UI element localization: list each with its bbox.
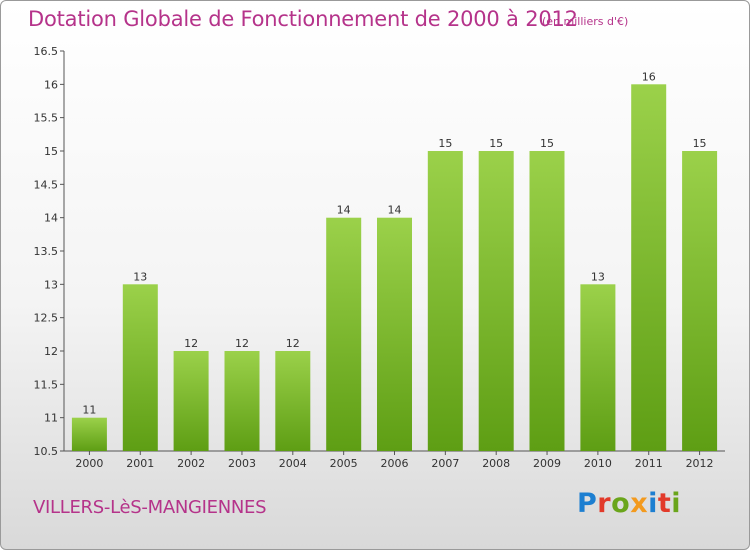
x-tick-label: 2009 (533, 457, 561, 470)
x-tick-label: 2003 (228, 457, 256, 470)
x-tick-label: 2012 (686, 457, 714, 470)
x-tick-label: 2004 (279, 457, 307, 470)
bar-2008 (478, 151, 514, 451)
y-tick-label: 16.5 (34, 45, 59, 58)
data-label: 14 (388, 204, 402, 217)
y-tick-label: 14.5 (34, 178, 59, 191)
x-tick-label: 2001 (126, 457, 154, 470)
y-tick-label: 13.5 (34, 245, 59, 258)
data-label: 16 (642, 70, 656, 83)
x-tick-label: 2008 (482, 457, 510, 470)
data-label: 13 (133, 270, 147, 283)
axis-layer: 10.5 11 11.5 12 12.5 13 13.5 14 14.5 15 15.5 16 16.5 (34, 45, 725, 458)
x-tick-label: 2010 (584, 457, 612, 470)
x-tick-label: 2006 (381, 457, 409, 470)
data-label: 15 (489, 137, 503, 150)
bar-2002 (173, 351, 209, 451)
y-tick-label: 15 (44, 145, 58, 158)
data-label: 12 (235, 337, 249, 350)
bar-2004 (275, 351, 311, 451)
data-label: 14 (337, 204, 351, 217)
label-layer: 2000 11 2001 13 2002 12 2003 12 2004 12 2005 14 2006… (75, 70, 713, 470)
chart-title: Dotation Globale de Fonctionnement de 20… (28, 7, 578, 31)
bar-2011 (631, 84, 667, 452)
bar-2001 (122, 284, 158, 451)
x-tick-label: 2005 (330, 457, 358, 470)
bar-2012 (682, 151, 718, 451)
x-tick-label: 2011 (635, 457, 663, 470)
data-label: 13 (591, 270, 605, 283)
bar-2009 (529, 151, 565, 451)
bar-2000 (71, 417, 107, 451)
y-tick-label: 13 (44, 278, 58, 291)
y-tick-label: 16 (44, 78, 58, 91)
y-tick-label: 12.5 (34, 312, 59, 325)
bar-2006 (377, 217, 412, 451)
data-label: 12 (184, 337, 198, 350)
x-tick-label: 2002 (177, 457, 205, 470)
unit-label: (en milliers d'€) (542, 15, 629, 28)
y-tick-label: 14 (44, 212, 58, 225)
y-tick-label: 15.5 (34, 112, 59, 125)
x-tick-label: 2000 (75, 457, 103, 470)
data-label: 15 (540, 137, 554, 150)
bar-2003 (224, 351, 260, 451)
commune-name: VILLERS-LèS-MANGIENNES (33, 497, 267, 518)
bar-2010 (580, 284, 616, 451)
bar-layer (71, 84, 718, 452)
proxiti-logo: Proxiti (577, 488, 682, 519)
y-tick-label: 11.5 (34, 378, 59, 391)
data-label: 12 (286, 337, 300, 350)
data-label: 15 (438, 137, 452, 150)
bar-2005 (326, 217, 362, 451)
y-tick-label: 11 (44, 412, 58, 425)
x-tick-label: 2007 (431, 457, 459, 470)
data-label: 11 (82, 404, 96, 417)
bar-2007 (427, 151, 463, 451)
y-tick-label: 10.5 (34, 445, 59, 458)
data-label: 15 (693, 137, 707, 150)
y-tick-label: 12 (44, 345, 58, 358)
